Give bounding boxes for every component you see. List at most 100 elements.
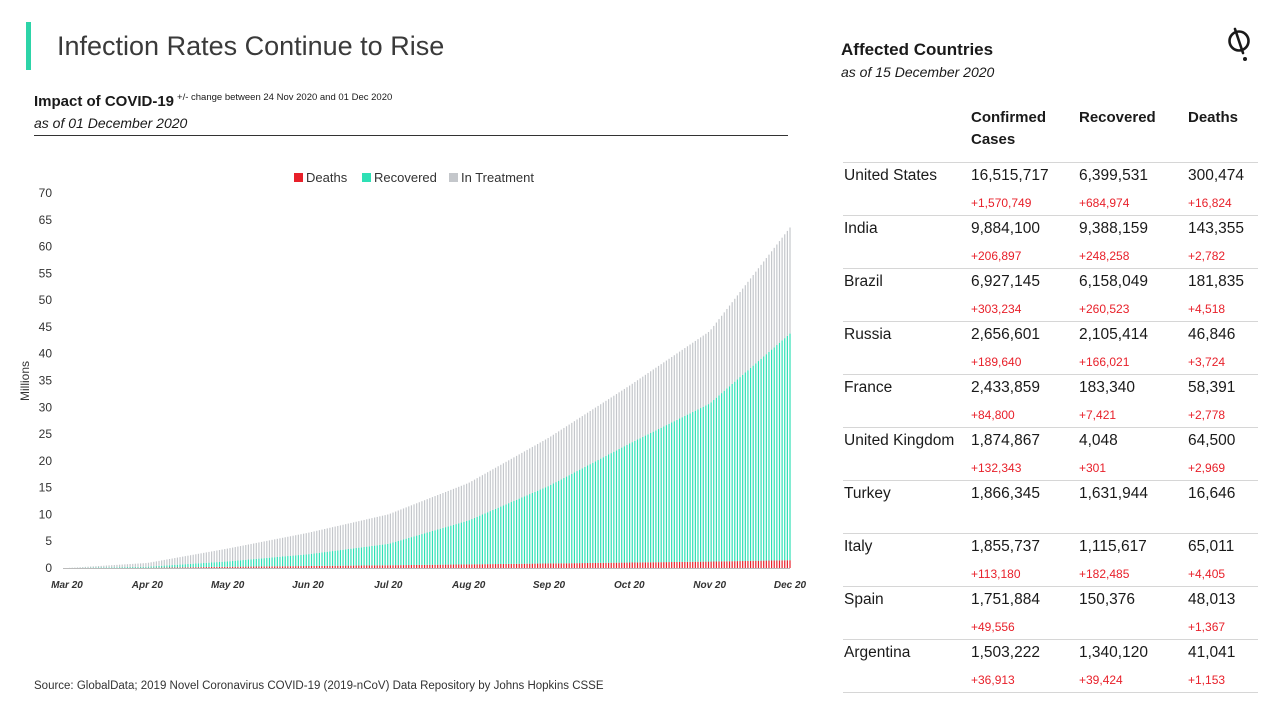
bar-recovered bbox=[631, 442, 633, 563]
bar-deaths bbox=[489, 564, 491, 568]
bar-recovered bbox=[589, 464, 591, 563]
bar-deaths bbox=[184, 567, 186, 568]
bar-recovered bbox=[676, 419, 678, 562]
bar-recovered bbox=[547, 486, 549, 564]
bar-deaths bbox=[558, 563, 560, 568]
y-tick-label: 70 bbox=[39, 186, 53, 200]
bar-in-treatment bbox=[276, 538, 278, 557]
bar-in-treatment bbox=[145, 563, 147, 567]
bar-in-treatment bbox=[568, 424, 570, 476]
bar-deaths bbox=[576, 563, 578, 568]
bar-in-treatment bbox=[316, 530, 318, 554]
bar-recovered bbox=[305, 554, 307, 567]
bar-in-treatment bbox=[734, 298, 736, 382]
bar-recovered bbox=[539, 489, 541, 564]
cell-recovered: 1,631,944 bbox=[1079, 485, 1148, 502]
bar-deaths bbox=[723, 561, 725, 568]
bar-recovered bbox=[526, 495, 528, 564]
bar-recovered bbox=[468, 520, 470, 565]
bar-deaths bbox=[629, 562, 631, 568]
bar-in-treatment bbox=[260, 541, 263, 559]
bar-deaths bbox=[410, 565, 413, 568]
bar-deaths bbox=[303, 566, 305, 568]
bar-in-treatment bbox=[676, 353, 678, 420]
bar-recovered bbox=[760, 358, 762, 561]
bar-recovered bbox=[355, 548, 357, 566]
bar-deaths bbox=[179, 567, 181, 568]
bar-recovered bbox=[387, 543, 389, 566]
bar-in-treatment bbox=[331, 527, 334, 552]
x-tick-label: Sep 20 bbox=[533, 580, 566, 591]
bar-recovered bbox=[508, 503, 510, 564]
divider bbox=[34, 135, 788, 136]
bar-in-treatment bbox=[318, 530, 320, 553]
bar-in-treatment bbox=[137, 563, 139, 567]
bar-deaths bbox=[684, 561, 686, 568]
bar-deaths bbox=[463, 564, 465, 568]
bar-in-treatment bbox=[684, 348, 686, 416]
bar-recovered bbox=[610, 453, 612, 563]
bar-recovered bbox=[615, 450, 618, 563]
bar-in-treatment bbox=[476, 478, 478, 517]
bar-recovered bbox=[644, 435, 646, 563]
cell-confirmed: 1,751,884 bbox=[971, 591, 1040, 608]
bar-in-treatment bbox=[565, 426, 568, 477]
bar-deaths bbox=[689, 561, 691, 568]
bar-in-treatment bbox=[429, 498, 431, 532]
cell-deaths: 58,391 bbox=[1188, 379, 1236, 396]
bar-deaths bbox=[560, 563, 562, 568]
bar-in-treatment bbox=[721, 315, 723, 394]
bar-in-treatment bbox=[607, 399, 610, 455]
bar-deaths bbox=[395, 565, 397, 568]
bar-in-treatment bbox=[121, 564, 123, 568]
bar-in-treatment bbox=[605, 400, 607, 456]
cell-deaths: 41,041 bbox=[1188, 644, 1236, 661]
cell-country: India bbox=[844, 220, 878, 237]
bar-recovered bbox=[197, 563, 200, 568]
bar-in-treatment bbox=[358, 521, 360, 548]
bar-in-treatment bbox=[560, 429, 562, 480]
bar-in-treatment bbox=[500, 464, 502, 507]
bar-deaths bbox=[176, 567, 179, 568]
bar-deaths bbox=[657, 562, 660, 568]
bar-recovered bbox=[487, 512, 489, 565]
bar-recovered bbox=[444, 527, 447, 565]
cell-confirmed: 1,855,737 bbox=[971, 538, 1040, 555]
bar-deaths bbox=[205, 567, 207, 568]
bar-recovered bbox=[431, 530, 434, 565]
bar-deaths bbox=[310, 565, 313, 568]
bar-deaths bbox=[610, 562, 612, 568]
bar-recovered bbox=[260, 558, 263, 567]
bar-deaths bbox=[626, 562, 628, 568]
bar-in-treatment bbox=[615, 394, 618, 451]
bar-recovered bbox=[326, 551, 328, 566]
bar-deaths bbox=[232, 566, 234, 568]
y-tick-label: 30 bbox=[39, 400, 53, 414]
bar-deaths bbox=[321, 565, 323, 568]
bar-in-treatment bbox=[418, 502, 420, 535]
bar-in-treatment bbox=[111, 565, 113, 568]
bar-recovered bbox=[397, 540, 399, 566]
bar-deaths bbox=[437, 564, 439, 568]
table-row: Spain 1,751,884 150,376 48,013 +49,556 +1,367 bbox=[843, 587, 1258, 640]
bar-recovered bbox=[513, 500, 515, 564]
bar-in-treatment bbox=[584, 414, 586, 467]
bar-in-treatment bbox=[492, 469, 494, 510]
bar-recovered bbox=[702, 406, 704, 562]
bar-recovered bbox=[602, 457, 604, 563]
bar-recovered bbox=[563, 477, 565, 564]
bar-deaths bbox=[381, 565, 384, 568]
bar-in-treatment bbox=[303, 533, 305, 555]
bar-recovered bbox=[523, 496, 526, 564]
bar-recovered bbox=[607, 454, 610, 563]
bar-in-treatment bbox=[671, 356, 673, 423]
bar-in-treatment bbox=[621, 390, 623, 448]
bar-recovered bbox=[784, 338, 786, 561]
bar-deaths bbox=[778, 560, 781, 568]
bar-recovered bbox=[402, 539, 405, 566]
bar-deaths bbox=[636, 562, 639, 568]
cell-deaths-change: +1,367 bbox=[1188, 620, 1226, 634]
bar-recovered bbox=[247, 559, 250, 567]
bar-deaths bbox=[571, 563, 573, 568]
bar-deaths bbox=[589, 562, 591, 568]
